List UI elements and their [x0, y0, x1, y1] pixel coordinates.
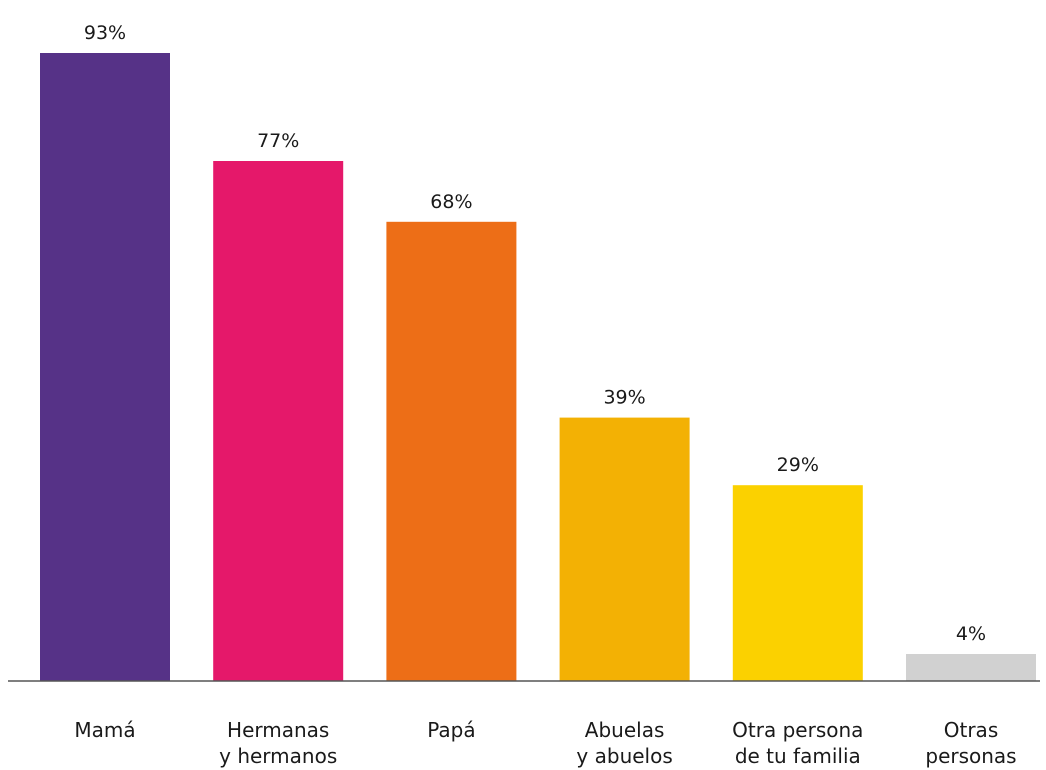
category-label-line: Otra persona: [732, 718, 863, 742]
bar: [40, 53, 170, 681]
bar: [906, 654, 1036, 681]
category-label-line: Otras: [944, 718, 998, 742]
category-label-line: Papá: [427, 718, 475, 742]
category-label-line: de tu familia: [735, 744, 861, 768]
category-label-line: Hermanas: [227, 718, 329, 742]
bar: [213, 161, 344, 681]
category-label: Mamá: [74, 718, 135, 742]
bar: [559, 417, 690, 681]
category-labels-group: Mamá Hermanas y hermanos Papá Abuelas y abuel…: [74, 718, 1016, 768]
category-label: Papá: [427, 718, 475, 742]
bars-group: [40, 53, 1036, 682]
category-label-line: Mamá: [74, 718, 135, 742]
bar: [732, 485, 863, 681]
bar-value-label: 77%: [257, 130, 299, 152]
category-label-line: personas: [925, 744, 1016, 768]
bar-value-label: 39%: [603, 387, 645, 409]
bar-value-label: 4%: [956, 623, 986, 645]
bar-value-label: 29%: [777, 454, 819, 476]
category-label-line: Abuelas: [585, 718, 665, 742]
category-label: Otra persona de tu familia: [732, 718, 863, 768]
bar-value-label: 68%: [430, 191, 472, 213]
category-label: Hermanas y hermanos: [219, 718, 337, 768]
category-label-line: y abuelos: [576, 744, 672, 768]
category-label: Abuelas y abuelos: [576, 718, 672, 768]
category-label: Otras personas: [925, 718, 1016, 768]
bar: [386, 221, 517, 682]
bar-value-label: 93%: [84, 22, 126, 44]
value-labels-group: 93% 77% 68% 39% 29% 4%: [84, 22, 986, 645]
category-label-line: y hermanos: [219, 744, 337, 768]
